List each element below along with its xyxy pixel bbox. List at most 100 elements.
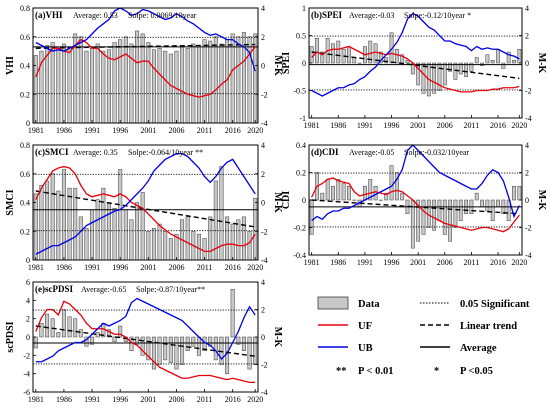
legend-p01-label: P < 0.01 [358, 366, 393, 377]
bar-spei-1985 [331, 43, 335, 64]
x-tick-label: 1996 [384, 121, 400, 130]
bar-spei-2016 [496, 49, 500, 64]
bar-smci-2010 [196, 233, 201, 261]
bar-vhi-1984 [50, 42, 55, 124]
bar-spei-2012 [474, 57, 479, 64]
y-axis-label: SPEI [281, 52, 292, 74]
x-tick-label: 1981 [28, 126, 44, 135]
bar-cdi-1984 [325, 179, 330, 201]
y2-tick-label: -2 [261, 90, 268, 99]
bar-cdi-1997 [394, 172, 399, 201]
bar-spei-2015 [490, 60, 495, 64]
legend-ub-label: UB [358, 343, 373, 354]
panel-title: (d)CDI [311, 147, 339, 157]
bar-smci-1988 [73, 187, 78, 261]
y2-tick-label: -2 [261, 227, 268, 236]
panel-average: Average: 0.35 [73, 148, 118, 157]
bar-cdi-1983 [320, 192, 325, 201]
x-tick-label: 2001 [410, 258, 426, 267]
bar-smci-1990 [84, 228, 89, 261]
uf-line [35, 165, 256, 253]
bar-spei-2005 [437, 62, 442, 91]
x-tick-label: 1986 [56, 126, 72, 135]
y2-tick-label: -4 [261, 388, 268, 397]
x-tick-label: 1996 [384, 258, 400, 267]
panel-title: (b)SPEI [311, 10, 343, 20]
y-axis-label: SMCI [5, 189, 16, 215]
bar-scpdsi-2001 [146, 336, 151, 361]
panel-slope: Solpe: 0.0069/10year [128, 11, 197, 20]
ub-line [35, 297, 256, 363]
bar-spei-2020 [517, 49, 522, 64]
panel-average: Average:-0.65 [81, 285, 126, 294]
panel-vhi: 0 0.2 0.4 0.6 0.8 -4 -2 0 2 4 1981 1986 1991 1996 2001… [5, 4, 283, 135]
x-tick-label: 2016 [225, 395, 241, 404]
bar-spei-1992 [368, 40, 373, 64]
y2-tick-label: 0 [261, 62, 265, 71]
bar-scpdsi-1994 [106, 329, 111, 338]
x-tick-label: 2006 [437, 121, 453, 130]
bar-scpdsi-1989 [78, 329, 83, 338]
y2-tick-label: 2 [261, 306, 265, 315]
y-tick-label: 0 [302, 59, 306, 68]
uf-line [35, 38, 256, 98]
bar-scpdsi-2020 [253, 336, 258, 365]
x-tick-label: 1986 [330, 258, 346, 267]
y-tick-label: 0.5 [296, 32, 306, 41]
legend-p05-label: P <0.05 [460, 366, 493, 377]
bar-vhi-2002 [151, 49, 156, 124]
x-tick-label: 2020 [511, 121, 527, 130]
y2-tick-label: -4 [525, 251, 532, 260]
y2-axis-label: M-K [536, 190, 547, 211]
bar-cdi-2020 [517, 186, 522, 201]
bar-vhi-2017 [236, 36, 241, 124]
x-tick-label: 1991 [357, 121, 373, 130]
bar-cdi-2005 [437, 199, 442, 221]
bar-spei-2008 [453, 62, 458, 80]
bar-scpdsi-2016 [230, 289, 235, 338]
panel-scpdsi: -6 -4 -2 0 2 4 6 -4 -2 0 2 4 1981 1986 1991 1996 2001 200… [5, 278, 283, 404]
y-tick-label: 0.8 [20, 4, 30, 13]
bar-cdi-1988 [347, 186, 351, 201]
legend-uf-label: UF [358, 321, 372, 332]
x-tick-label: 1991 [357, 258, 373, 267]
bar-spei-2004 [432, 62, 437, 94]
y-tick-label: 0.2 [20, 90, 30, 99]
y-tick-label: 1 [302, 4, 306, 13]
bar-vhi-2019 [247, 36, 252, 124]
bar-smci-1997 [123, 209, 128, 261]
y-tick-label: 6 [26, 278, 30, 287]
bar-vhi-1987 [67, 46, 72, 124]
x-tick-label: 2006 [437, 258, 453, 267]
y2-tick-label: 4 [525, 4, 529, 13]
bar-smci-2017 [236, 219, 241, 261]
bar-cdi-2012 [474, 192, 479, 201]
y-tick-label: 0.2 [296, 169, 306, 178]
y2-tick-label: -4 [525, 114, 532, 123]
bar-cdi-1985 [331, 186, 335, 201]
bar-scpdsi-1985 [56, 332, 61, 338]
x-tick-label: 2020 [247, 395, 263, 404]
y-tick-label: 0.6 [20, 170, 30, 179]
x-tick-label: 2016 [225, 263, 241, 272]
x-tick-label: 2011 [197, 126, 213, 135]
legend-data-swatch [317, 296, 349, 310]
x-tick-label: 2006 [168, 263, 184, 272]
bar-spei-1999 [405, 60, 410, 64]
y2-tick-label: 4 [261, 4, 265, 13]
trend-line [35, 190, 256, 228]
bar-vhi-1993 [101, 50, 106, 124]
y2-axis-label: M-K [272, 327, 283, 348]
y2-tick-label: 2 [525, 32, 529, 41]
bar-smci-2000 [140, 192, 145, 261]
y2-tick-label: 0 [525, 59, 529, 68]
x-tick-label: 2011 [464, 258, 480, 267]
y2-tick-label: -4 [261, 256, 268, 265]
y-tick-label: 0.2 [20, 227, 30, 236]
bar-vhi-1989 [78, 36, 83, 124]
bar-smci-1992 [95, 199, 100, 261]
bar-spei-1981 [309, 46, 314, 64]
bar-spei-2007 [448, 62, 453, 72]
bar-smci-2016 [230, 223, 235, 261]
bar-vhi-2007 [180, 46, 185, 124]
